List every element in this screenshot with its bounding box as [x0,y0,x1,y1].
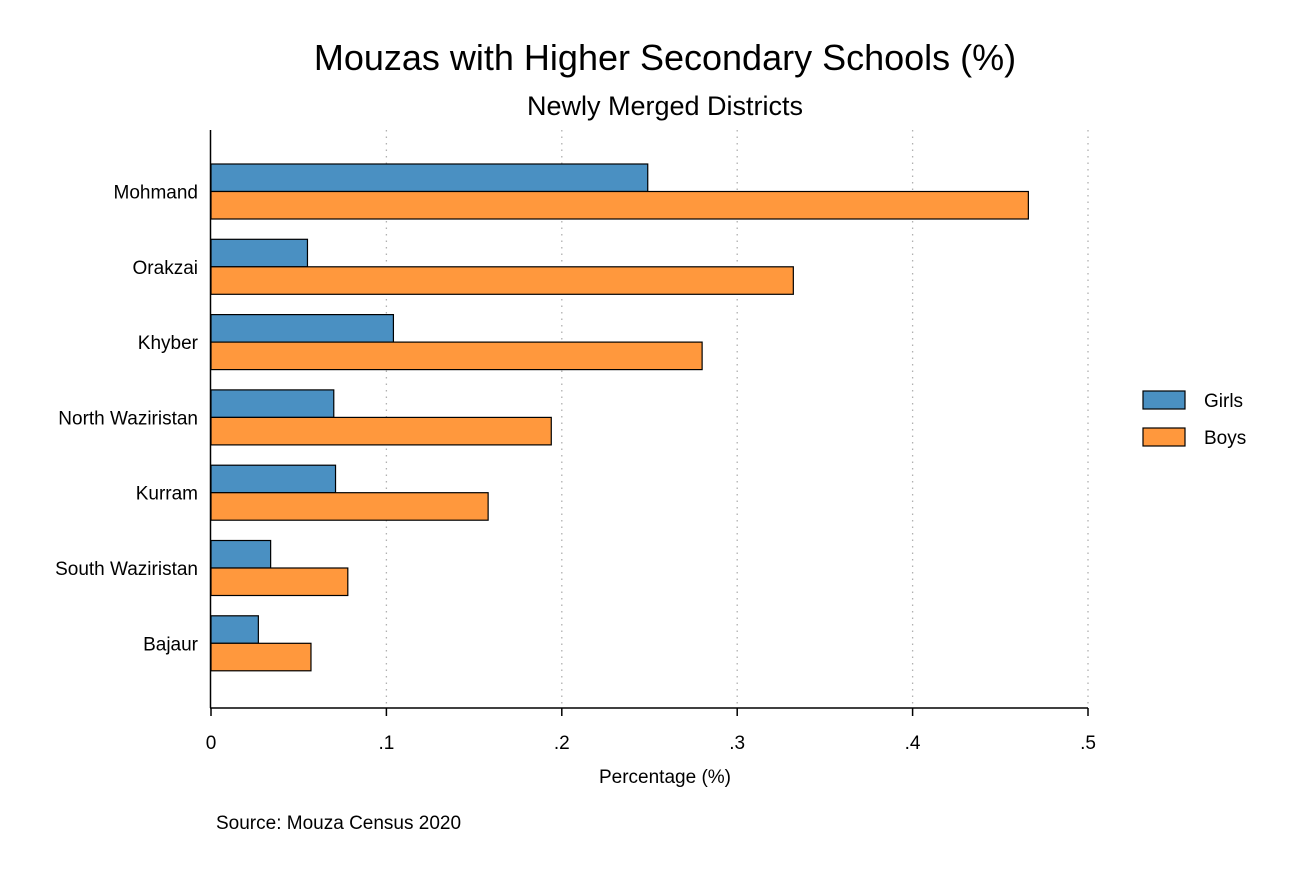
chart-subtitle: Newly Merged Districts [527,91,803,121]
x-tick-label: .3 [729,733,745,754]
chart-title: Mouzas with Higher Secondary Schools (%) [314,37,1016,78]
category-label: Orakzai [133,258,198,279]
legend-swatch-girls [1142,390,1186,410]
category-labels: Mohmand Orakzai Khyber North Waziristan Kurr… [55,183,199,656]
bar-boys [210,567,349,597]
bar-girls [210,314,395,343]
bar-boys [210,190,1029,220]
bar-boys [210,642,312,672]
legend-swatch-boys [1142,427,1186,447]
bar-boys [210,492,489,521]
legend-label-girls: Girls [1204,391,1243,412]
x-tick-label: 0 [206,733,217,754]
bar-boys [210,341,703,371]
bar-girls [210,539,272,569]
bars [210,163,1029,672]
category-label: Mohmand [114,183,199,204]
legend-label-boys: Boys [1204,428,1246,449]
x-tick-label: .4 [905,733,921,754]
grid-lines [385,130,1089,708]
x-tick-label: .2 [554,733,570,754]
category-label: Kurram [136,484,198,505]
bar-girls [210,615,259,644]
x-axis-ticks: 0 .1 .2 .3 .4 .5 [206,708,1096,754]
bar-boys [210,266,794,295]
x-tick-label: .5 [1080,733,1096,754]
source-note: Source: Mouza Census 2020 [216,813,461,834]
bar-girls [210,163,649,193]
bar-boys [210,416,552,446]
x-tick-label: .1 [378,733,394,754]
category-label: Bajaur [143,634,199,655]
category-label: Khyber [138,333,199,354]
bar-girls [210,464,337,494]
x-axis-label: Percentage (%) [599,767,731,788]
bar-girls [210,238,309,268]
category-label: South Waziristan [55,559,198,580]
legend: Girls Boys [1142,390,1246,449]
category-label: North Waziristan [58,408,198,429]
bar-girls [210,389,335,418]
